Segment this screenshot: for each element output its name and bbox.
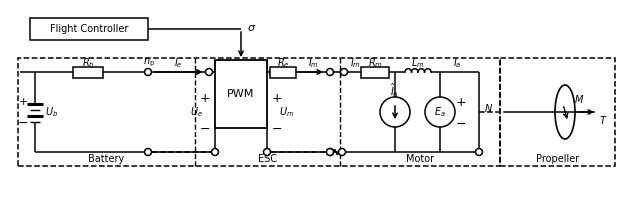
Text: $-$: $-$ bbox=[271, 121, 283, 134]
Text: +: + bbox=[456, 96, 467, 108]
Text: $T$: $T$ bbox=[599, 114, 608, 126]
Circle shape bbox=[144, 148, 151, 156]
Text: ESC: ESC bbox=[258, 154, 277, 164]
Text: $\hat{I}_0$: $\hat{I}_0$ bbox=[389, 82, 398, 100]
Bar bbox=[361, 66, 389, 77]
Text: Battery: Battery bbox=[89, 154, 124, 164]
Text: Motor: Motor bbox=[406, 154, 434, 164]
Circle shape bbox=[340, 68, 347, 75]
Text: $I_m$: $I_m$ bbox=[350, 56, 361, 70]
Text: $R_m$: $R_m$ bbox=[367, 56, 382, 70]
Text: +: + bbox=[18, 97, 28, 107]
Bar bbox=[215, 60, 267, 128]
Circle shape bbox=[264, 148, 271, 156]
Circle shape bbox=[327, 148, 333, 156]
Text: $I_e$: $I_e$ bbox=[174, 56, 183, 70]
Text: $I_a$: $I_a$ bbox=[453, 56, 462, 70]
Circle shape bbox=[269, 68, 276, 75]
Bar bbox=[30, 18, 148, 40]
Text: PWM: PWM bbox=[227, 89, 255, 99]
Text: Flight Controller: Flight Controller bbox=[50, 24, 128, 34]
Bar bbox=[73, 66, 103, 77]
Text: $R_e$: $R_e$ bbox=[277, 56, 290, 70]
Circle shape bbox=[380, 97, 410, 127]
Text: $U_m$: $U_m$ bbox=[279, 105, 295, 119]
Circle shape bbox=[338, 148, 345, 156]
Circle shape bbox=[212, 148, 219, 156]
Text: $N$: $N$ bbox=[484, 102, 493, 114]
Text: $R_b$: $R_b$ bbox=[82, 56, 94, 70]
Bar bbox=[500, 58, 615, 166]
Text: $U_b$: $U_b$ bbox=[45, 105, 58, 119]
Text: $\sigma$: $\sigma$ bbox=[247, 23, 256, 33]
Bar bbox=[18, 58, 500, 166]
Circle shape bbox=[327, 68, 333, 75]
Circle shape bbox=[205, 68, 212, 75]
Text: $U_e$: $U_e$ bbox=[190, 105, 203, 119]
Text: $n_{\rm p}$: $n_{\rm p}$ bbox=[143, 57, 155, 69]
Text: $-$: $-$ bbox=[455, 116, 467, 130]
Bar bbox=[270, 66, 296, 77]
Text: $I_m$: $I_m$ bbox=[308, 56, 318, 70]
Text: $L_m$: $L_m$ bbox=[411, 56, 425, 70]
Text: $E_a$: $E_a$ bbox=[434, 105, 446, 119]
Text: +: + bbox=[272, 92, 283, 104]
Text: +: + bbox=[200, 92, 210, 104]
Circle shape bbox=[144, 68, 151, 75]
Text: $-$: $-$ bbox=[18, 116, 28, 129]
Circle shape bbox=[425, 97, 455, 127]
Text: Propeller: Propeller bbox=[536, 154, 579, 164]
Circle shape bbox=[327, 148, 333, 156]
Text: $-$: $-$ bbox=[200, 121, 210, 134]
Circle shape bbox=[475, 148, 482, 156]
Text: $M$: $M$ bbox=[574, 93, 584, 105]
